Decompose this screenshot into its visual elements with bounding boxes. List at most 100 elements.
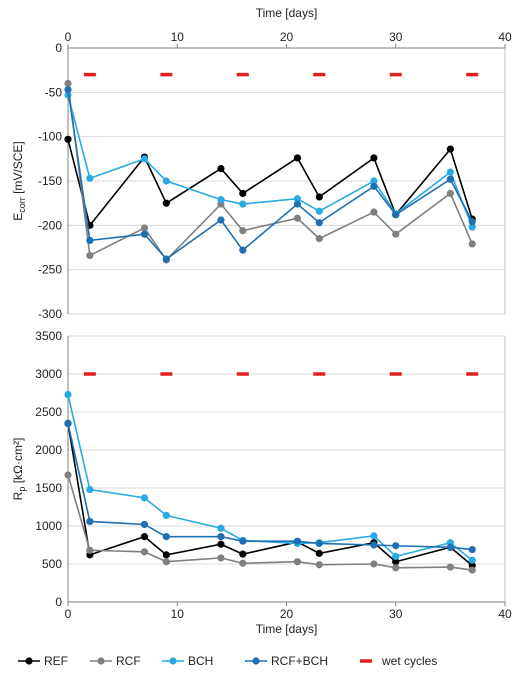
data-point: [86, 251, 94, 260]
data-point: [370, 541, 378, 549]
x-axis-title: Time [days]: [256, 6, 318, 20]
series-line: [67, 94, 473, 228]
data-point: [293, 154, 302, 162]
series-line: [67, 423, 473, 567]
legend: REF RCF BCH RCF+BCH wet cycles: [18, 654, 437, 668]
series-line: [67, 423, 473, 551]
data-point: [315, 193, 323, 201]
data-point: [293, 558, 302, 566]
data-point: [86, 174, 94, 182]
data-point: [162, 533, 170, 541]
data-point: [140, 230, 149, 238]
data-point: [293, 214, 302, 222]
data-point: [239, 200, 247, 208]
data-point: [217, 216, 225, 224]
y-tick-label: 3500: [35, 329, 62, 343]
legend-label: BCH: [188, 654, 213, 668]
x-tick-label: 20: [280, 607, 294, 621]
data-point: [239, 246, 247, 254]
data-point: [140, 548, 149, 556]
data-point: [446, 175, 454, 183]
y-tick-label: -50: [45, 85, 63, 99]
data-point: [162, 558, 170, 566]
series-rcf-bch: [64, 419, 476, 554]
data-point: [315, 549, 323, 557]
data-point: [446, 543, 454, 551]
x-tick-label: 10: [171, 607, 185, 621]
x-tick-label: 0: [65, 30, 72, 44]
x-tick-label: 10: [171, 30, 185, 44]
legend-label: RCF+BCH: [271, 654, 328, 668]
y-tick-label: -100: [38, 130, 62, 144]
data-point: [468, 556, 476, 564]
y-tick-label: -150: [38, 174, 62, 188]
plot-area: [67, 335, 506, 603]
data-point: [468, 566, 476, 574]
data-point: [162, 177, 170, 185]
y-tick-label: -300: [38, 307, 62, 321]
data-point: [293, 200, 302, 208]
data-point: [64, 419, 72, 427]
x-tick-label: 20: [280, 30, 294, 44]
data-point: [140, 224, 149, 232]
data-point: [64, 135, 72, 143]
y-axis-title: Ecorr [mV/SCE]: [11, 141, 27, 221]
x-tick-label: 40: [498, 30, 512, 44]
y-tick-label: 3000: [35, 367, 62, 381]
data-point: [217, 533, 225, 541]
data-point: [217, 540, 225, 548]
data-point: [217, 196, 225, 204]
data-point: [64, 471, 72, 479]
y-tick-label: 1000: [35, 519, 62, 533]
chart-panel-1: 0 -50 -100 -150 -200 -250 -300 0 10 20 30 40 Time [d…: [11, 6, 512, 321]
data-point: [315, 235, 323, 243]
data-point: [162, 551, 170, 559]
data-point: [392, 211, 400, 219]
data-point: [64, 390, 72, 399]
data-point: [217, 554, 225, 562]
legend-entry: RCF: [90, 654, 141, 668]
data-point: [468, 218, 476, 226]
data-point: [64, 79, 72, 88]
data-point: [370, 208, 378, 216]
data-point: [86, 485, 94, 494]
data-point: [315, 207, 323, 215]
data-point: [370, 177, 378, 185]
y-tick-label: 2000: [35, 443, 62, 457]
series-rcf-bch: [64, 86, 476, 263]
data-point: [392, 558, 400, 566]
data-point: [217, 164, 225, 173]
data-point: [293, 537, 302, 545]
legend-marker: [252, 657, 260, 665]
data-point: [140, 155, 149, 163]
data-point: [315, 219, 323, 227]
data-point: [162, 255, 170, 263]
y-axis-title: Rp [kΩ·cm²]: [11, 438, 27, 501]
y-tick-label: -250: [38, 263, 62, 277]
legend-entry: RCF+BCH: [245, 654, 328, 668]
x-tick-label: 40: [498, 607, 512, 621]
data-point: [392, 230, 400, 238]
legend-label: REF: [44, 654, 68, 668]
data-point: [315, 539, 323, 548]
data-point: [315, 561, 323, 569]
x-tick-label: 30: [389, 607, 403, 621]
data-point: [140, 533, 149, 541]
series-rcf: [64, 79, 476, 264]
data-point: [392, 564, 400, 572]
data-point: [468, 223, 476, 231]
series-ref: [64, 419, 476, 570]
series-line: [67, 89, 473, 261]
data-point: [468, 545, 476, 554]
data-point: [446, 168, 454, 176]
legend-marker: [25, 657, 33, 665]
data-point: [140, 494, 149, 502]
y-tick-label: 0: [55, 595, 62, 609]
data-point: [140, 520, 149, 529]
legend-marker: [169, 657, 177, 665]
data-point: [239, 559, 247, 567]
data-point: [86, 517, 94, 526]
data-point: [370, 560, 378, 568]
data-point: [468, 240, 476, 248]
